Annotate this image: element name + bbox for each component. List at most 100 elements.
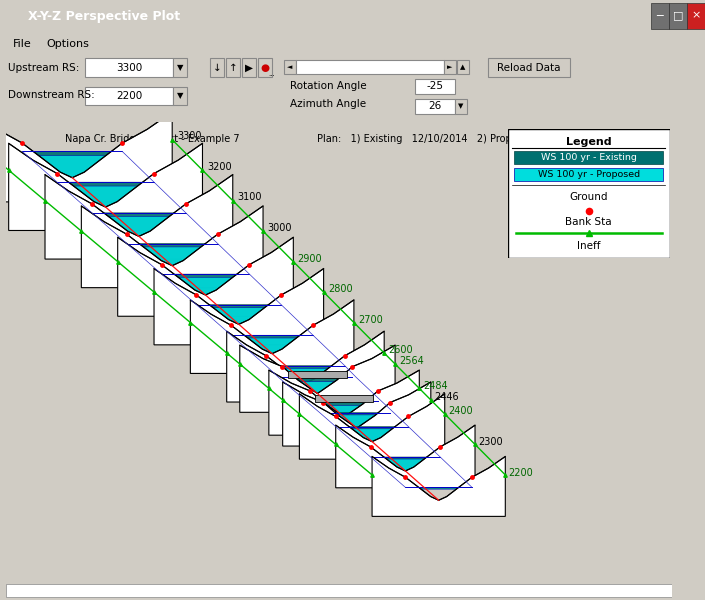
Text: X-Y-Z Perspective Plot: X-Y-Z Perspective Plot [28, 10, 180, 23]
Text: -25: -25 [427, 81, 443, 91]
Text: ↓: ↓ [213, 62, 221, 73]
Text: 2300: 2300 [479, 437, 503, 447]
Text: 3000: 3000 [268, 223, 292, 233]
Text: ●: ● [261, 62, 269, 73]
Text: ×: × [692, 11, 701, 20]
Text: Ineff: Ineff [577, 241, 601, 251]
FancyBboxPatch shape [242, 58, 256, 77]
FancyBboxPatch shape [514, 168, 663, 181]
Polygon shape [283, 382, 431, 446]
Polygon shape [270, 368, 349, 382]
Text: 26: 26 [429, 101, 441, 112]
Text: Plan:   1) Existing   12/10/2014   2) Proposed   12/10/2014: Plan: 1) Existing 12/10/2014 2) Proposed… [317, 134, 600, 144]
Polygon shape [324, 413, 408, 427]
Text: Legend: Legend [566, 137, 611, 147]
FancyBboxPatch shape [85, 58, 173, 77]
Text: 2900: 2900 [298, 254, 322, 263]
Polygon shape [127, 244, 250, 274]
Text: 2484: 2484 [423, 381, 448, 391]
Text: Reload Data: Reload Data [497, 62, 560, 73]
Text: 3300: 3300 [116, 62, 142, 73]
Polygon shape [371, 457, 472, 487]
Polygon shape [131, 247, 245, 277]
Text: ►: ► [447, 64, 453, 70]
FancyBboxPatch shape [455, 99, 467, 114]
Text: ...: ... [269, 71, 276, 77]
FancyBboxPatch shape [457, 61, 469, 74]
FancyBboxPatch shape [210, 58, 224, 77]
Polygon shape [339, 429, 436, 459]
Text: WS 100 yr - Existing: WS 100 yr - Existing [541, 153, 637, 162]
Polygon shape [92, 213, 218, 244]
Text: 3300: 3300 [177, 131, 202, 141]
FancyBboxPatch shape [514, 151, 663, 164]
FancyBboxPatch shape [226, 58, 240, 77]
Polygon shape [166, 277, 277, 308]
Polygon shape [27, 155, 149, 186]
Polygon shape [240, 345, 395, 412]
Polygon shape [62, 186, 181, 217]
Text: Rotation Angle: Rotation Angle [290, 80, 367, 91]
Text: 2200: 2200 [508, 467, 534, 478]
Text: 2400: 2400 [448, 406, 473, 416]
Polygon shape [283, 377, 378, 401]
FancyBboxPatch shape [284, 61, 296, 74]
Text: ─: ─ [656, 11, 663, 20]
Polygon shape [314, 406, 387, 415]
Polygon shape [227, 331, 384, 402]
FancyBboxPatch shape [488, 58, 570, 77]
Text: Ground: Ground [570, 192, 608, 202]
Text: ▼: ▼ [458, 103, 464, 109]
Polygon shape [235, 338, 341, 368]
Text: □: □ [673, 11, 683, 20]
Text: 2800: 2800 [328, 284, 352, 294]
Text: Options: Options [47, 39, 90, 49]
FancyBboxPatch shape [173, 58, 187, 77]
Text: Azimuth Angle: Azimuth Angle [290, 99, 366, 109]
Text: 2600: 2600 [388, 345, 412, 355]
Text: 3200: 3200 [207, 162, 232, 172]
Polygon shape [300, 394, 445, 459]
Polygon shape [315, 395, 373, 403]
Polygon shape [97, 217, 213, 247]
FancyBboxPatch shape [415, 79, 455, 94]
Polygon shape [310, 401, 390, 413]
Polygon shape [118, 237, 293, 316]
Text: ▼: ▼ [177, 63, 183, 72]
Polygon shape [81, 206, 263, 287]
Polygon shape [266, 366, 352, 377]
Polygon shape [45, 175, 233, 259]
Text: 2200: 2200 [116, 91, 142, 101]
Text: ▶: ▶ [245, 62, 253, 73]
FancyBboxPatch shape [687, 3, 705, 29]
Polygon shape [231, 335, 345, 366]
Text: WS 100 yr - Proposed: WS 100 yr - Proposed [538, 170, 639, 179]
Text: Bank Sta: Bank Sta [565, 217, 612, 227]
Text: File: File [13, 39, 32, 49]
Polygon shape [57, 182, 186, 213]
Polygon shape [326, 415, 405, 429]
Polygon shape [197, 305, 313, 335]
Polygon shape [154, 269, 324, 345]
Polygon shape [286, 382, 374, 406]
FancyBboxPatch shape [444, 61, 456, 74]
Polygon shape [23, 151, 154, 182]
Text: ▼: ▼ [177, 91, 183, 100]
Polygon shape [336, 427, 440, 457]
Text: ↑: ↑ [228, 62, 238, 73]
Polygon shape [374, 459, 469, 489]
Text: ◄: ◄ [288, 64, 293, 70]
Text: Napa Cr. Bridge Project - Example 7: Napa Cr. Bridge Project - Example 7 [65, 134, 240, 144]
Polygon shape [201, 308, 309, 338]
Text: 2700: 2700 [358, 315, 383, 325]
Text: 3100: 3100 [238, 193, 262, 202]
Text: Downstream RS:: Downstream RS: [8, 90, 94, 100]
Polygon shape [372, 457, 505, 517]
FancyBboxPatch shape [415, 99, 455, 114]
Polygon shape [269, 370, 419, 435]
Text: Upstream RS:: Upstream RS: [8, 62, 80, 73]
Text: 2564: 2564 [399, 356, 424, 366]
FancyBboxPatch shape [651, 3, 669, 29]
Polygon shape [336, 425, 475, 488]
Polygon shape [288, 371, 347, 379]
